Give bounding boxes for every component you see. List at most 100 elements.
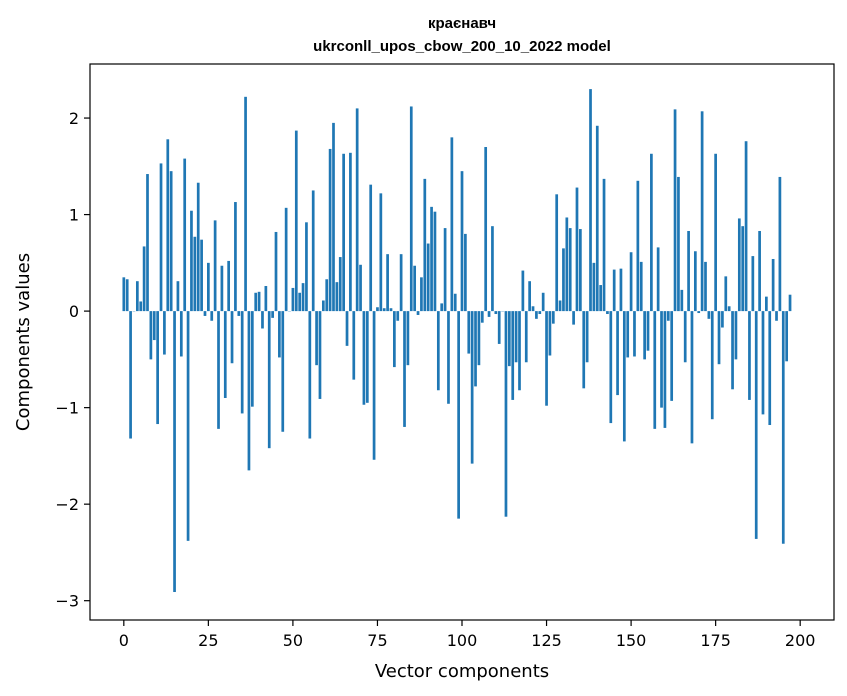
bar: [511, 311, 515, 400]
bar: [335, 282, 339, 312]
bar: [737, 218, 741, 312]
x-axis-label: Vector components: [375, 661, 549, 682]
bar: [666, 311, 670, 321]
bar: [690, 311, 694, 444]
bar: [166, 139, 170, 312]
bar: [687, 230, 690, 312]
bar: [538, 311, 542, 315]
bar: [714, 153, 717, 312]
bar: [169, 171, 173, 312]
bar: [237, 311, 241, 316]
bar: [342, 153, 345, 312]
bar: [680, 289, 684, 312]
bar: [379, 193, 383, 312]
bar: [535, 311, 538, 319]
bar: [683, 311, 687, 363]
bar: [338, 257, 342, 312]
bar: [555, 194, 559, 312]
bar: [748, 311, 751, 400]
bar: [626, 311, 630, 358]
bar: [656, 247, 660, 312]
bar: [518, 311, 521, 391]
bars-group: [122, 89, 792, 593]
bar: [183, 158, 187, 312]
bar: [592, 262, 596, 312]
bar: [484, 147, 488, 312]
bar: [788, 294, 792, 312]
bar: [785, 311, 789, 362]
bar: [467, 311, 471, 354]
bar: [599, 285, 603, 312]
bar: [406, 311, 410, 366]
bar: [568, 228, 572, 312]
bar: [122, 277, 126, 312]
bar: [267, 311, 271, 449]
bar: [653, 311, 657, 429]
bar: [521, 270, 525, 312]
bar: [765, 296, 768, 312]
bar: [447, 311, 450, 404]
y-tick-label: −3: [55, 592, 79, 611]
bar: [436, 311, 440, 391]
y-tick-label: 0: [69, 302, 79, 321]
bar: [423, 178, 427, 312]
bar: [582, 311, 586, 389]
bar: [274, 231, 278, 312]
bar: [778, 176, 782, 312]
bar: [176, 281, 180, 312]
bar: [217, 311, 220, 429]
bar: [362, 311, 366, 405]
bar: [156, 311, 159, 425]
bar: [612, 269, 616, 312]
x-tick-label: 125: [531, 631, 562, 650]
bar: [203, 311, 207, 316]
bar: [389, 308, 393, 312]
y-tick-label: −2: [55, 495, 79, 514]
bar: [575, 187, 579, 312]
bar: [673, 109, 677, 312]
bar: [487, 311, 491, 317]
bar: [264, 286, 268, 312]
bar: [135, 281, 139, 312]
bar: [433, 211, 437, 312]
bar: [328, 148, 332, 312]
bar: [507, 311, 511, 367]
bar: [629, 252, 633, 312]
bar: [382, 308, 386, 312]
bar: [426, 243, 430, 312]
bar: [450, 137, 454, 312]
bar: [619, 268, 623, 312]
bar: [528, 281, 531, 312]
bar: [477, 311, 481, 366]
bar: [352, 311, 356, 380]
bar: [159, 163, 163, 312]
bar: [298, 292, 302, 312]
bar: [311, 190, 315, 312]
bar: [190, 210, 193, 312]
bar: [731, 311, 734, 390]
bar: [173, 311, 176, 593]
bar: [741, 226, 745, 312]
bar: [244, 96, 247, 312]
bar: [531, 306, 535, 312]
bar: [524, 311, 528, 363]
x-tick-label: 25: [198, 631, 218, 650]
bar: [744, 141, 748, 312]
bar: [761, 311, 765, 415]
bar: [254, 292, 258, 312]
bar: [223, 311, 227, 398]
bar: [491, 226, 494, 312]
x-tick-label: 0: [119, 631, 129, 650]
bar: [754, 311, 758, 539]
plot-frame: [89, 63, 835, 621]
bar: [213, 220, 217, 312]
bar: [403, 311, 406, 427]
bar: [278, 311, 281, 358]
bar: [376, 307, 379, 312]
bar: [717, 311, 721, 365]
bar: [646, 311, 650, 351]
bar: [355, 108, 359, 312]
bar: [460, 171, 464, 312]
bar: [386, 254, 389, 312]
